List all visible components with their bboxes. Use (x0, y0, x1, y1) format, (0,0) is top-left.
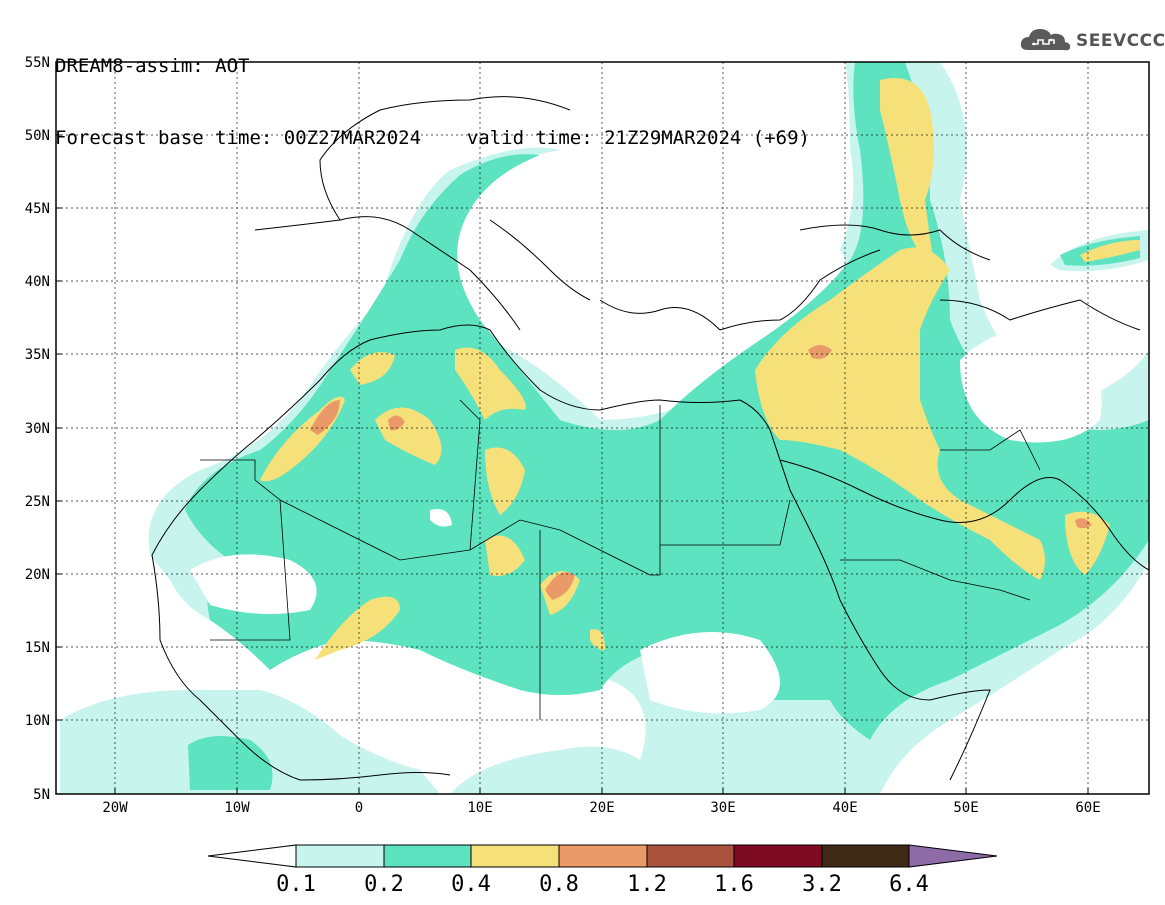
seevccc-logo: SEEVCCC (1018, 26, 1165, 56)
lat-tick-label: 5N (33, 787, 50, 803)
lon-tick-label: 30E (710, 800, 735, 816)
colorbar: 0.1 0.2 0.4 0.8 1.2 1.6 3.2 6.4 (207, 844, 998, 897)
lon-tick-labels: 20W 10W 0 10E 20E 30E 40E 50E 60E (102, 800, 1100, 816)
lat-tick-label: 45N (25, 201, 50, 217)
graticule (56, 62, 1149, 794)
aot-level-0.8 (310, 345, 1092, 600)
lon-tick-label: 10W (224, 800, 250, 816)
logo-text: SEEVCCC (1076, 31, 1165, 51)
lon-tick-label: 50E (953, 800, 978, 816)
coastlines (151, 96, 1149, 781)
lat-tick-label: 20N (25, 567, 50, 583)
lon-tick-label: 0 (355, 800, 363, 816)
lat-tick-label: 30N (25, 421, 50, 437)
colorbar-label: 0.2 (364, 872, 404, 897)
lat-tick-label: 35N (25, 347, 50, 363)
lat-tick-labels: 55N 50N 45N 40N 35N 30N 25N 20N 15N 10N … (25, 55, 50, 803)
aot-level-0.4 (260, 78, 1140, 660)
colorbar-label: 1.6 (714, 872, 754, 897)
colorbar-swatch (383, 844, 472, 868)
colorbar-swatch (733, 844, 823, 868)
title-line: DREAM8-assim: AOT (55, 55, 250, 77)
colorbar-swatch (558, 844, 648, 868)
lon-tick-label: 20E (589, 800, 614, 816)
colorbar-swatch (295, 844, 385, 868)
colorbar-label: 0.4 (451, 872, 491, 897)
aot-level-0.2 (185, 62, 1149, 790)
valid-time: valid time: 21Z29MAR2024 (+69) (466, 127, 810, 149)
lat-tick-label: 15N (25, 640, 50, 656)
colorbar-label: 3.2 (802, 872, 842, 897)
lon-tick-label: 60E (1075, 800, 1100, 816)
aot-field (56, 62, 1149, 794)
cloud-icon (1018, 24, 1072, 58)
colorbar-swatch (646, 844, 735, 868)
country-borders (200, 399, 1041, 720)
lon-tick-label: 40E (832, 800, 857, 816)
colorbar-low-arrow (207, 844, 297, 868)
colorbar-swatch (821, 844, 910, 868)
colorbar-label: 1.2 (627, 872, 667, 897)
lat-tick-label: 40N (25, 274, 50, 290)
axis-ticks (56, 134, 1089, 794)
aot-clear-patches (190, 328, 1102, 714)
map-header: DREAM8-assim: AOT Forecast base time: 00… (55, 6, 810, 174)
lon-tick-label: 20W (102, 800, 128, 816)
colorbar-swatch (470, 844, 560, 868)
lat-tick-label: 10N (25, 713, 50, 729)
time-line: Forecast base time: 00Z27MAR2024 valid t… (55, 126, 810, 150)
colorbar-label: 6.4 (889, 872, 929, 897)
colorbar-high-arrow (908, 844, 998, 868)
lon-tick-label: 10E (467, 800, 492, 816)
colorbar-label: 0.1 (276, 872, 316, 897)
lat-tick-label: 50N (25, 128, 50, 144)
lat-tick-label: 25N (25, 494, 50, 510)
colorbar-label: 0.8 (539, 872, 579, 897)
lat-tick-label: 55N (25, 55, 50, 71)
base-time: Forecast base time: 00Z27MAR2024 (55, 127, 422, 149)
